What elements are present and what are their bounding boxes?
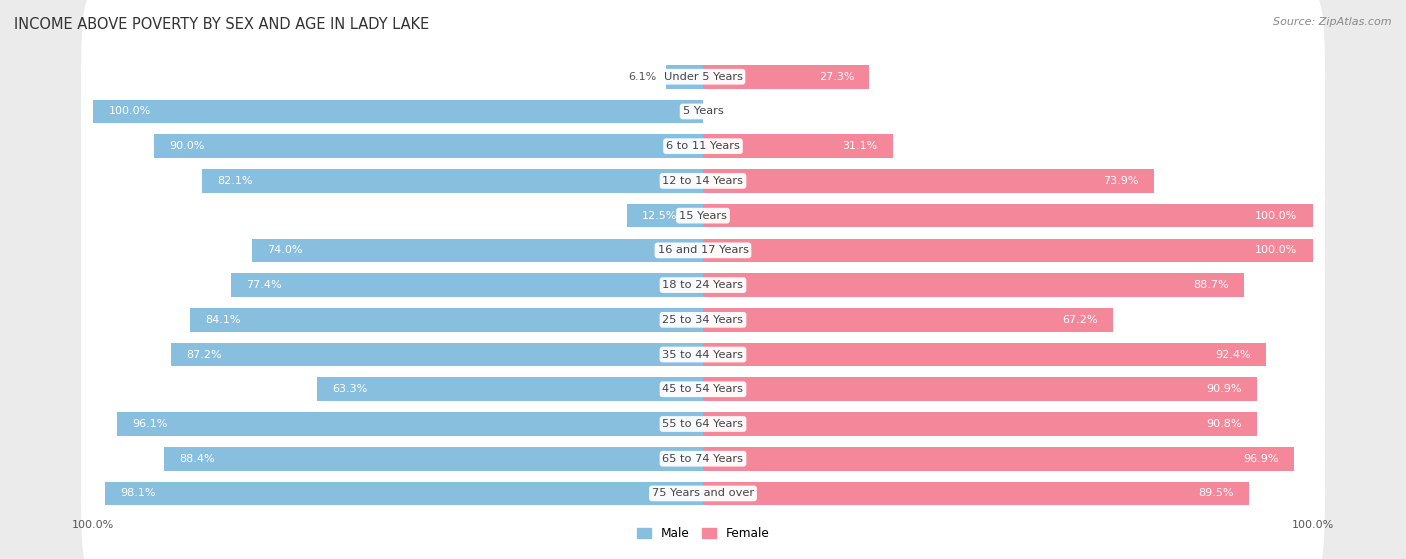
Bar	[93, 100, 703, 124]
FancyBboxPatch shape	[82, 97, 1324, 264]
FancyBboxPatch shape	[82, 410, 1324, 559]
Text: 55 to 64 Years: 55 to 64 Years	[662, 419, 744, 429]
Text: 35 to 44 Years: 35 to 44 Years	[662, 349, 744, 359]
Bar	[703, 65, 869, 88]
Text: 6 to 11 Years: 6 to 11 Years	[666, 141, 740, 151]
Bar	[165, 447, 703, 471]
Bar	[105, 482, 703, 505]
Text: 88.4%: 88.4%	[180, 454, 215, 464]
Text: Under 5 Years: Under 5 Years	[664, 72, 742, 82]
Text: 45 to 54 Years: 45 to 54 Years	[662, 384, 744, 394]
FancyBboxPatch shape	[82, 306, 1324, 473]
Bar	[666, 65, 703, 88]
Bar	[703, 204, 1313, 228]
Bar	[202, 169, 703, 193]
Text: Source: ZipAtlas.com: Source: ZipAtlas.com	[1274, 17, 1392, 27]
Bar	[703, 169, 1153, 193]
Bar	[703, 447, 1294, 471]
Bar	[703, 308, 1112, 331]
Text: 12 to 14 Years: 12 to 14 Years	[662, 176, 744, 186]
Text: 31.1%: 31.1%	[842, 141, 877, 151]
Bar	[627, 204, 703, 228]
Bar	[231, 273, 703, 297]
FancyBboxPatch shape	[82, 271, 1324, 438]
FancyBboxPatch shape	[82, 132, 1324, 299]
Bar	[318, 377, 703, 401]
Text: 98.1%: 98.1%	[120, 489, 156, 499]
Text: 88.7%: 88.7%	[1192, 280, 1229, 290]
Text: 96.1%: 96.1%	[132, 419, 167, 429]
Text: 100.0%: 100.0%	[1256, 245, 1298, 255]
Bar	[703, 377, 1257, 401]
Text: 16 and 17 Years: 16 and 17 Years	[658, 245, 748, 255]
Text: 77.4%: 77.4%	[246, 280, 283, 290]
Text: 90.8%: 90.8%	[1206, 419, 1241, 429]
FancyBboxPatch shape	[82, 201, 1324, 369]
Text: 92.4%: 92.4%	[1215, 349, 1251, 359]
FancyBboxPatch shape	[82, 375, 1324, 542]
FancyBboxPatch shape	[82, 0, 1324, 160]
Text: 18 to 24 Years: 18 to 24 Years	[662, 280, 744, 290]
Bar	[117, 412, 703, 436]
Bar	[252, 239, 703, 262]
Bar	[172, 343, 703, 366]
Text: 90.0%: 90.0%	[170, 141, 205, 151]
Text: INCOME ABOVE POVERTY BY SEX AND AGE IN LADY LAKE: INCOME ABOVE POVERTY BY SEX AND AGE IN L…	[14, 17, 429, 32]
Text: 15 Years: 15 Years	[679, 211, 727, 221]
Text: 90.9%: 90.9%	[1206, 384, 1241, 394]
Text: 73.9%: 73.9%	[1102, 176, 1139, 186]
FancyBboxPatch shape	[82, 236, 1324, 404]
Text: 100.0%: 100.0%	[1256, 211, 1298, 221]
Bar	[703, 239, 1313, 262]
Text: 25 to 34 Years: 25 to 34 Years	[662, 315, 744, 325]
Bar	[155, 134, 703, 158]
Text: 6.1%: 6.1%	[628, 72, 657, 82]
Text: 63.3%: 63.3%	[332, 384, 367, 394]
Text: 65 to 74 Years: 65 to 74 Years	[662, 454, 744, 464]
Text: 89.5%: 89.5%	[1198, 489, 1233, 499]
FancyBboxPatch shape	[82, 63, 1324, 230]
Text: 87.2%: 87.2%	[187, 349, 222, 359]
Text: 12.5%: 12.5%	[643, 211, 678, 221]
Text: 75 Years and over: 75 Years and over	[652, 489, 754, 499]
Text: 100.0%: 100.0%	[108, 106, 150, 116]
Bar	[703, 273, 1244, 297]
Bar	[703, 343, 1267, 366]
Text: 96.9%: 96.9%	[1243, 454, 1278, 464]
FancyBboxPatch shape	[82, 28, 1324, 195]
Bar	[190, 308, 703, 331]
FancyBboxPatch shape	[82, 167, 1324, 334]
Bar	[703, 412, 1257, 436]
Text: 84.1%: 84.1%	[205, 315, 240, 325]
Text: 27.3%: 27.3%	[818, 72, 855, 82]
Text: 5 Years: 5 Years	[683, 106, 723, 116]
FancyBboxPatch shape	[82, 340, 1324, 508]
Bar	[703, 134, 893, 158]
Text: 67.2%: 67.2%	[1062, 315, 1098, 325]
Text: 82.1%: 82.1%	[218, 176, 253, 186]
Bar	[703, 482, 1249, 505]
Text: 74.0%: 74.0%	[267, 245, 302, 255]
Legend: Male, Female: Male, Female	[631, 522, 775, 545]
